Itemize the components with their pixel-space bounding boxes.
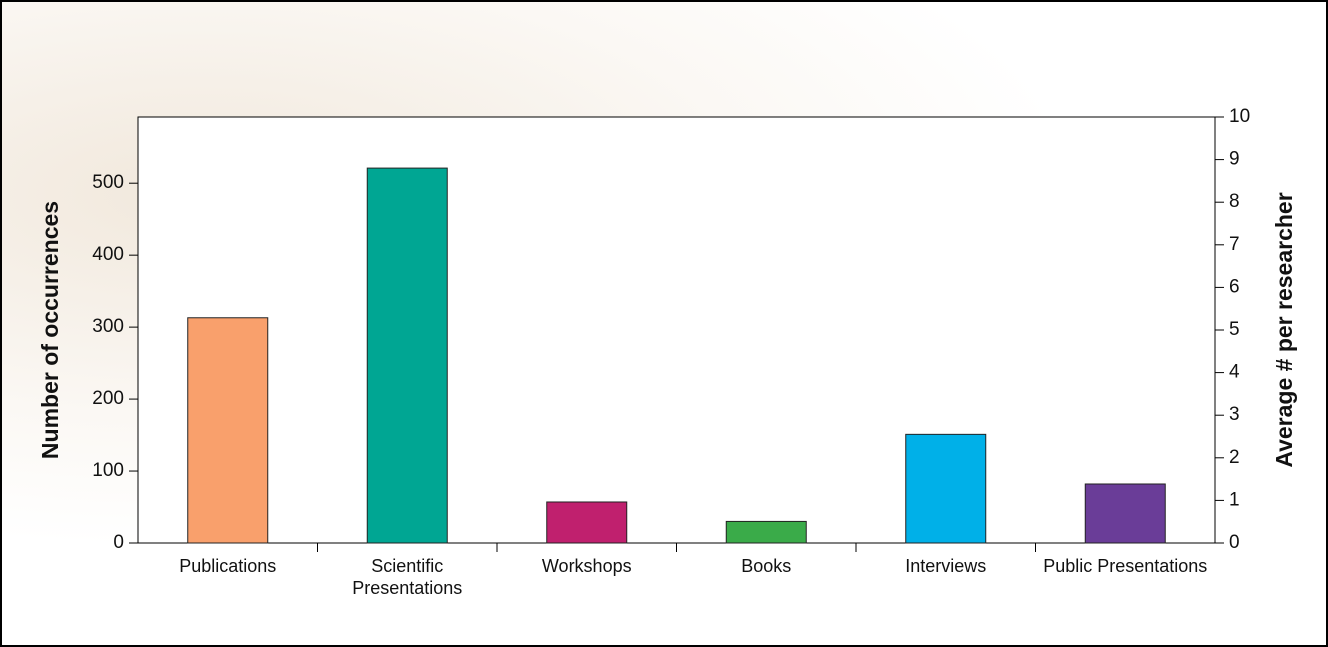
bar	[546, 501, 628, 544]
bar	[366, 167, 448, 544]
y2-tick-label: 0	[1229, 532, 1240, 553]
y2-tick-label: 3	[1229, 404, 1240, 425]
x-tick-label: Books	[741, 556, 792, 576]
y2-tick-label: 7	[1229, 234, 1240, 255]
x-tick-label: Public Presentations	[1043, 556, 1208, 576]
y-tick-label: 300	[92, 316, 124, 337]
bar	[905, 433, 987, 544]
y2-tick-label: 9	[1229, 149, 1240, 170]
x-tick-label: Publications	[179, 556, 277, 576]
y-tick-label: 400	[92, 244, 124, 265]
plot-area	[137, 116, 1216, 544]
x-tick-label: Interviews	[905, 556, 987, 576]
y-axis-title: Number of occurrences	[37, 201, 63, 459]
y2-tick-label: 10	[1229, 106, 1250, 127]
y-tick-label: 100	[92, 460, 124, 481]
y2-tick-label: 8	[1229, 191, 1240, 212]
y2-tick-label: 4	[1229, 362, 1240, 383]
y-tick-label: 500	[92, 172, 124, 193]
y-tick-label: 0	[113, 532, 124, 553]
y2-axis-title: Average # per researcher	[1271, 192, 1297, 467]
bar	[1084, 483, 1166, 544]
x-tick-label: Scientific Presentations	[352, 556, 463, 598]
y2-tick-label: 6	[1229, 276, 1240, 297]
y2-tick-label: 5	[1229, 319, 1240, 340]
y2-tick-label: 2	[1229, 447, 1240, 468]
y2-tick-label: 1	[1229, 489, 1240, 510]
x-tick-label: Workshops	[541, 556, 632, 576]
bar	[187, 317, 269, 544]
y-tick-label: 200	[92, 388, 124, 409]
bar	[725, 520, 807, 544]
